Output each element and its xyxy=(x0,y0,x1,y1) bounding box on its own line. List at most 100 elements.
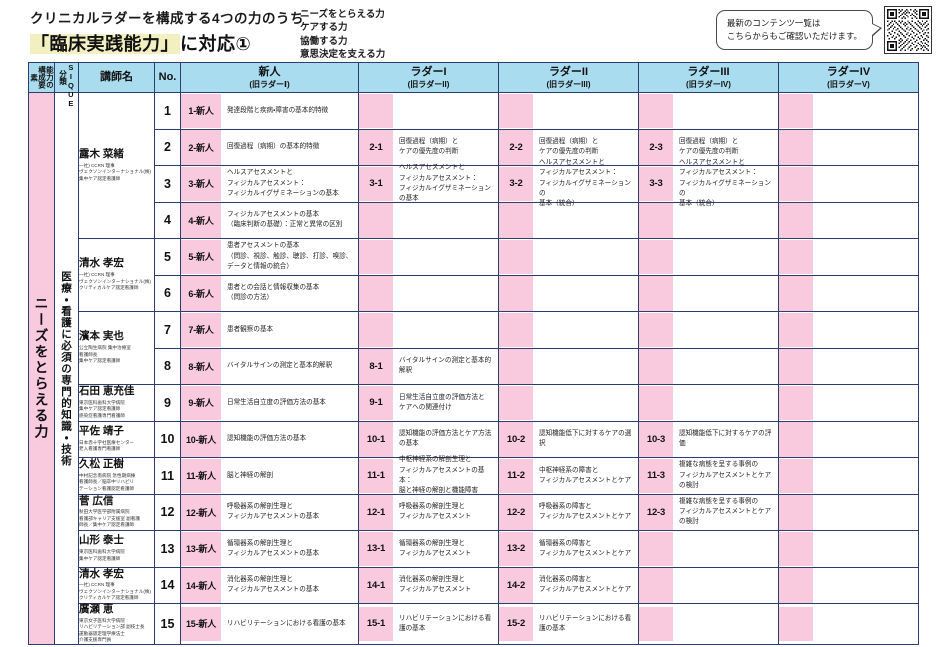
qr-code-icon[interactable] xyxy=(884,6,932,54)
bubble-line-2: こちらからもご確認いただけます。 xyxy=(726,31,862,42)
cell-code xyxy=(359,276,393,311)
cell-shinjin[interactable]: 14-新人 消化器系の解剖生理と フィジカルアセスメントの基本 xyxy=(180,566,359,604)
instructor-cell: 清水 孝宏 一社) CCRN 理事 ヴェクソンインターナショナル(株) クリティカルケ… xyxy=(78,566,155,604)
cell-ladder1[interactable]: 14-1 消化器系の解剖生理と フィジカルアセスメント xyxy=(358,566,499,604)
cell-shinjin[interactable]: 7-新人 患者観察の基本 xyxy=(180,311,359,349)
cell-code xyxy=(639,93,673,128)
instructor-name: 清水 孝宏 xyxy=(79,567,124,580)
row-number: 4 xyxy=(154,201,181,239)
cell-description xyxy=(673,240,778,275)
cell-ladder1[interactable]: 3-1 ヘルスアセスメントと フィジカルアセスメント： フィジカルイグザミネーションの… xyxy=(358,164,499,203)
cell-description: 認知機能の評価方法の基本 xyxy=(221,422,358,457)
title-highlight: 「臨床実践能力」 xyxy=(30,34,180,54)
cell-shinjin[interactable]: 13-新人 循環器系の解剖生理と フィジカルアセスメントの基本 xyxy=(180,530,359,568)
col-header-ladder1-main: ラダーI xyxy=(410,66,447,79)
cell-shinjin[interactable]: 1-新人 発達段階と疾病・障害の基本的特徴 xyxy=(180,92,359,130)
cell-code xyxy=(779,349,813,384)
cell-shinjin[interactable]: 5-新人 患者アセスメントの基本 （問診、視診、触診、聴診、打診、嗅診、 データと情報… xyxy=(180,238,359,276)
cell-ladder1[interactable]: 15-1 リハビリテーションにおける看護の基本 xyxy=(358,603,499,645)
cell-ladder4 xyxy=(778,420,919,458)
cell-description: 複雑な病態を呈する事例の フィジカルアセスメントとケアの検討 xyxy=(673,459,778,494)
cell-ladder2[interactable]: 10-2 認知機能低下に対するケアの選択 xyxy=(498,420,639,458)
cell-description xyxy=(673,276,778,311)
instructor-affiliation-line: 集中ケア認定看護師 xyxy=(79,358,121,364)
cell-description-line: リハビリテーションにおける看護の基本 xyxy=(539,614,632,632)
cell-ladder2[interactable]: 11-2 中枢神経系の障害と フィジカルアセスメントとケア xyxy=(498,457,639,495)
ability-band-cell: ニーズをとらえる力 xyxy=(28,92,55,645)
cell-ladder1[interactable]: 12-1 呼吸器系の解剖生理と フィジカルアセスメント xyxy=(358,493,499,531)
cell-description-line: フィジカルアセスメント： xyxy=(539,169,618,177)
cell-code: 12-2 xyxy=(499,495,533,530)
cell-code: 8-1 xyxy=(359,349,393,384)
col-header-ladder1-sub: (旧ラダーII) xyxy=(407,79,450,89)
cell-code: 15-1 xyxy=(359,606,393,642)
cell-code xyxy=(359,93,393,128)
cell-shinjin[interactable]: 3-新人 ヘルスアセスメントと フィジカルアセスメント： フィジカルイグザミネーション… xyxy=(180,165,359,203)
cell-shinjin[interactable]: 15-新人 リハビリテーションにおける看護の基本 xyxy=(180,603,359,645)
col-header-shinjin-main: 新人 xyxy=(258,66,281,79)
cell-ladder1[interactable]: 13-1 循環器系の解剖生理と フィジカルアセスメント xyxy=(358,530,499,568)
cell-description: 日常生活自立度の評価方法の基本 xyxy=(221,386,358,421)
cell-code xyxy=(499,239,533,274)
cell-code xyxy=(779,239,813,274)
cell-description xyxy=(673,313,778,348)
cell-ladder1[interactable]: 9-1 日常生活自立度の評価方法と ケアへの関連付け xyxy=(358,384,499,422)
cell-code: 12-3 xyxy=(639,495,673,530)
cell-code: 14-2 xyxy=(499,568,533,603)
cell-shinjin[interactable]: 11-新人 脳と神経の解剖 xyxy=(180,457,359,495)
cell-code: 3-新人 xyxy=(181,166,221,201)
cell-ladder3[interactable]: 10-3 認知機能低下に対するケアの評価 xyxy=(638,420,779,458)
cell-description xyxy=(673,568,778,603)
cell-ladder3[interactable]: 2-3 回復過程（病期）と ケアの優先度の判断 xyxy=(638,128,779,166)
cell-ladder2[interactable]: 3-2 ヘルスアセスメントと フィジカルアセスメント： フィジカルイグザミネーションの… xyxy=(498,159,639,207)
power-item-3: 協働する力 xyxy=(300,35,348,47)
cell-description xyxy=(533,276,638,311)
cell-description-line: 呼吸器系の障害と xyxy=(539,503,592,511)
col-header-ladder4-sub: (旧ラダーV) xyxy=(827,79,870,89)
cell-ladder3 xyxy=(638,311,779,349)
cell-ladder2[interactable]: 15-2 リハビリテーションにおける看護の基本 xyxy=(498,603,639,645)
cell-description-line: フィジカルイグザミネーションの基本 xyxy=(227,189,339,197)
col-header-instructor: 講師名 xyxy=(78,62,155,93)
cell-ladder3[interactable]: 12-3 複雑な病態を呈する事例の フィジカルアセスメントとケアの検討 xyxy=(638,493,779,531)
cell-description-line: 認知機能低下に対するケアの評価 xyxy=(679,430,772,448)
cell-ladder2[interactable]: 2-2 回復過程（病期）と ケアの優先度の判断 xyxy=(498,128,639,166)
cell-description xyxy=(533,94,638,129)
cell-description-line: バイタルサインの測定と基本的解釈 xyxy=(399,357,492,375)
cell-shinjin[interactable]: 4-新人 フィジカルアセスメントの基本 （臨床判断の基礎）：正常と異常の区別 xyxy=(180,201,359,239)
cell-ladder1[interactable]: 2-1 回復過程（病期）と ケアの優先度の判断 xyxy=(358,128,499,166)
cell-shinjin[interactable]: 6-新人 患者との会話と情報収集の基本 （問診の方法） xyxy=(180,274,359,312)
cell-ladder3[interactable]: 11-3 複雑な病態を呈する事例の フィジカルアセスメントとケアの検討 xyxy=(638,457,779,495)
cell-code: 13-2 xyxy=(499,531,533,566)
cell-ladder3[interactable]: 3-3 ヘルスアセスメントと フィジカルアセスメント： フィジカルイグザミネーションの… xyxy=(638,159,779,207)
title-line-2: 「臨床実践能力」に対応① xyxy=(30,30,304,56)
cell-shinjin[interactable]: 12-新人 呼吸器系の解剖生理と フィジカルアセスメントの基本 xyxy=(180,493,359,531)
cell-ladder1[interactable]: 8-1 バイタルサインの測定と基本的解釈 xyxy=(358,347,499,385)
cell-code: 2-3 xyxy=(639,130,673,165)
cell-code: 10-3 xyxy=(639,422,673,457)
cell-ladder2[interactable]: 12-2 呼吸器系の障害と フィジカルアセスメントとケア xyxy=(498,493,639,531)
title-suffix: に対応① xyxy=(180,34,252,54)
cell-ladder1[interactable]: 10-1 認知機能の評価方法とケア方法の基本 xyxy=(358,420,499,458)
col-header-ladder3-sub: (旧ラダーIV) xyxy=(686,79,731,89)
table-row: 廣瀬 恵東京女子医科大学病院 リハビリテーション部 副技士長 運動器認定理学療法士介… xyxy=(29,603,919,645)
cell-ladder2[interactable]: 14-2 消化器系の障害と フィジカルアセスメントとケア xyxy=(498,566,639,604)
instructor-cell: 平佐 靖子 日本赤十字社医療センター 老人看護専門看護師 xyxy=(78,420,155,458)
instructor-affiliation-line: ヴェクソンインターナショナル(株) xyxy=(79,169,151,175)
cell-shinjin[interactable]: 2-新人 回復過程（病期）の基本的特徴 xyxy=(180,128,359,166)
cell-description: 患者アセスメントの基本 （問診、視診、触診、聴診、打診、嗅診、 データと情報の統合） xyxy=(221,240,358,275)
cell-description: 患者観察の基本 xyxy=(221,313,358,348)
cell-shinjin[interactable]: 9-新人 日常生活自立度の評価方法の基本 xyxy=(180,384,359,422)
cell-description-line: フィジカルイグザミネーションの xyxy=(679,179,771,197)
cell-description-line: 消化器系の解剖生理と xyxy=(399,576,465,584)
cell-ladder2 xyxy=(498,384,639,422)
cell-shinjin[interactable]: 8-新人 バイタルサインの測定と基本的解釈 xyxy=(180,347,359,385)
cell-ladder4 xyxy=(778,128,919,166)
cell-shinjin[interactable]: 10-新人 認知機能の評価方法の基本 xyxy=(180,420,359,458)
cell-description: 呼吸器系の解剖生理と フィジカルアセスメント xyxy=(393,495,498,530)
cell-description-line: フィジカルアセスメントの基本 xyxy=(227,549,320,557)
cell-code xyxy=(779,495,813,530)
cell-ladder4 xyxy=(778,274,919,312)
cell-ladder1[interactable]: 11-1 中枢神経系の解剖生理と フィジカルアセスメントの基本： 脳と神経の解剖と機能… xyxy=(358,456,499,495)
cell-ladder2[interactable]: 13-2 循環器系の障害と フィジカルアセスメントとケア xyxy=(498,530,639,568)
